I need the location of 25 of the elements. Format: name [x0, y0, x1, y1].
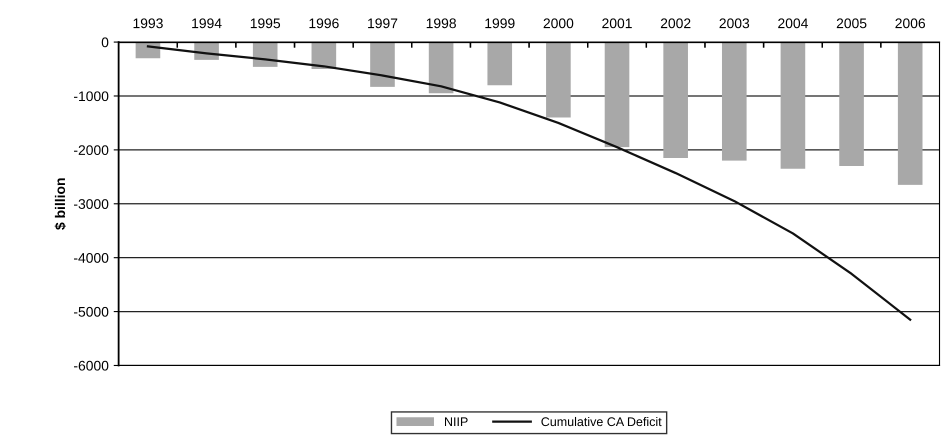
- x-tick-label: 2003: [720, 18, 750, 28]
- x-tick-label: 2004: [778, 18, 808, 28]
- x-tick-label: 1998: [426, 18, 456, 28]
- x-tick-label: 1999: [485, 18, 515, 28]
- x-tick-label: 1996: [309, 18, 339, 28]
- x-tick-label: 1997: [368, 18, 398, 28]
- y-tick-label: -5000: [74, 306, 108, 317]
- y-axis-title: $ billion: [54, 178, 66, 230]
- x-tick-label: 1994: [192, 18, 222, 28]
- y-tick-label: -4000: [74, 253, 108, 263]
- y-tick-label: 0: [102, 37, 108, 48]
- line-series: [146, 45, 912, 321]
- y-tick-label: -6000: [74, 360, 108, 371]
- legend-label: Cumulative CA Deficit: [541, 416, 662, 426]
- x-tick-label: 2000: [544, 18, 574, 28]
- y-tick-label: -3000: [74, 199, 108, 209]
- x-tick-label: 1993: [134, 18, 163, 28]
- y-tick-label: -1000: [74, 91, 108, 102]
- legend-label: NIIP: [445, 417, 468, 426]
- x-tick-label: 2006: [895, 18, 926, 28]
- y-tick-label: -2000: [74, 145, 108, 156]
- x-tick-label: 2001: [602, 18, 632, 28]
- x-tick-label: 1995: [250, 18, 280, 28]
- x-tick-label: 2005: [836, 18, 866, 28]
- x-tick-label: 2002: [660, 18, 690, 28]
